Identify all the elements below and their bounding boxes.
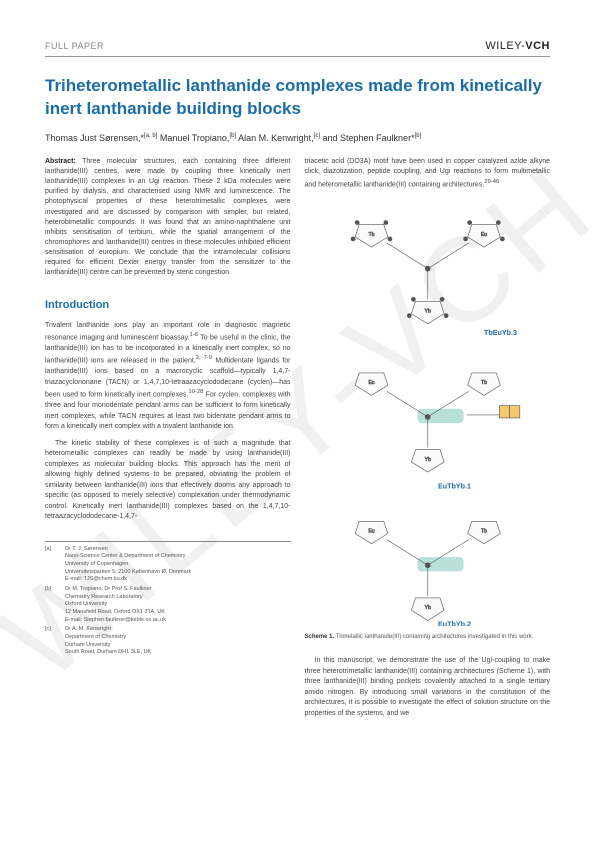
author-list: Thomas Just Sørensen,*[a, b] Manuel Trop… <box>45 133 550 143</box>
scheme-caption-text: Trimetallic lanthanide(III) containing a… <box>336 634 534 640</box>
svg-text:Eu: Eu <box>368 380 374 386</box>
scheme-caption: Scheme 1. Trimetallic lanthanide(III) co… <box>305 634 551 642</box>
svg-text:Yb: Yb <box>424 457 430 463</box>
scheme-svg: Tb Eu Yb TbEuYb.3 Eu Tb <box>305 197 551 627</box>
complex-3-label: EuTbYb.2 <box>437 620 470 626</box>
article-title: Triheterometallic lanthanide complexes m… <box>45 75 550 121</box>
page-container: FULL PAPER WILEY-VCH Triheterometallic l… <box>0 0 595 755</box>
svg-text:Tb: Tb <box>481 528 487 534</box>
affiliation-entry: [b] Dr M. Tropiano, Dr Prof S. FaulknerCh… <box>45 586 291 624</box>
svg-text:Tb: Tb <box>368 232 374 238</box>
svg-text:Eu: Eu <box>368 528 374 534</box>
affiliation-lines: Dr M. Tropiano, Dr Prof S. FaulknerChemi… <box>65 586 166 624</box>
affiliation-lines: Dr A. M. KenwrightDepartment of Chemistr… <box>65 626 151 657</box>
col2-continuation: triacetic acid (DO3A) motif have been us… <box>305 157 551 191</box>
header-bar: FULL PAPER WILEY-VCH <box>45 40 550 57</box>
scheme-1-figure: Tb Eu Yb TbEuYb.3 Eu Tb <box>305 197 551 627</box>
affiliation-entry: [c] Dr A. M. KenwrightDepartment of Chemi… <box>45 626 291 657</box>
left-column: Abstract: Three molecular structures, ea… <box>45 157 291 725</box>
affiliation-lines: Dr T. J. SørensenNano-Science Center & D… <box>65 546 191 584</box>
svg-text:Eu: Eu <box>480 232 486 238</box>
complex-3: Eu Tb Yb EuTbYb.2 <box>355 521 500 626</box>
svg-text:Yb: Yb <box>424 605 430 611</box>
abstract-block: Abstract: Three molecular structures, ea… <box>45 157 291 279</box>
intro-paragraph-2: The kinetic stability of these complexes… <box>45 439 291 523</box>
affiliations-box: [a] Dr T. J. SørensenNano-Science Center … <box>45 541 291 658</box>
publisher-logo: WILEY-VCH <box>485 40 550 52</box>
svg-text:Yb: Yb <box>424 308 430 314</box>
publisher-bold: VCH <box>525 40 550 52</box>
two-column-layout: Abstract: Three molecular structures, ea… <box>45 157 550 725</box>
svg-text:Tb: Tb <box>481 380 487 386</box>
affiliation-entry: [a] Dr T. J. SørensenNano-Science Center … <box>45 546 291 584</box>
scheme-caption-bold: Scheme 1. <box>305 634 335 640</box>
abstract-label: Abstract: <box>45 158 76 165</box>
abstract-text: Three molecular structures, each contain… <box>45 158 291 277</box>
complex-2: Eu Tb Yb EuTbYb.1 <box>355 373 520 491</box>
affiliation-tag: [c] <box>45 626 59 657</box>
complex-1: Tb Eu Yb TbEuYb.3 <box>351 220 517 337</box>
complex-2-label: EuTbYb.1 <box>437 482 470 490</box>
affiliation-tag: [b] <box>45 586 59 624</box>
affiliation-tag: [a] <box>45 546 59 584</box>
complex-1-label: TbEuYb.3 <box>484 329 517 337</box>
intro-paragraph-1: Trivalent lanthanide ions play an import… <box>45 321 291 433</box>
right-column: triacetic acid (DO3A) motif have been us… <box>305 157 551 725</box>
col2-paragraph-2: In this manuscript, we demonstrate the u… <box>305 656 551 719</box>
publisher-light: WILEY- <box>485 40 525 52</box>
section-heading-introduction: Introduction <box>45 299 291 311</box>
paper-type-label: FULL PAPER <box>45 41 104 51</box>
